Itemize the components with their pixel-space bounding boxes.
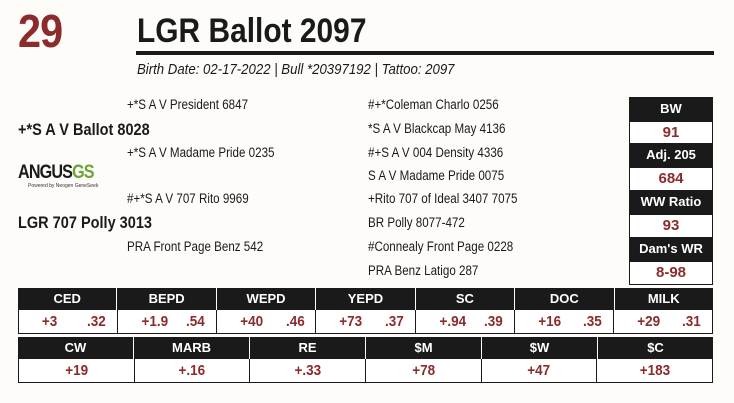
epd-cw-label: CW [18, 337, 134, 359]
epd-milk-cell: +29 .31 [614, 310, 712, 333]
epd-ced-cell: +3 .32 [19, 310, 119, 333]
epd-bepd-label: BEPD [117, 288, 217, 310]
animal-name-title: LGR Ballot 2097 [137, 12, 367, 50]
epd-wepd-value: +40 [240, 313, 264, 330]
logo-word: ANGUS [18, 162, 73, 183]
epd-header-row-2: CW MARB RE $M $W $C [18, 337, 713, 359]
epd-bepd-cell: +1.9 .54 [118, 310, 218, 333]
pedigree-sire-sire: +*S A V President 6847 [127, 97, 249, 112]
angus-gs-logo: ANGUSGS Powered by Neogen GeneSeek [18, 162, 98, 190]
epd-ced-accuracy: .32 [87, 313, 107, 330]
pedigree-sire-dam: +*S A V Madame Pride 0235 [127, 145, 275, 160]
stat-bw-value: 91 [629, 121, 713, 145]
stat-ww-ratio-value: 93 [629, 214, 713, 238]
epd-doc-accuracy: .35 [583, 313, 602, 330]
epd-re-label: RE [250, 337, 366, 359]
epd-doc-value: +16 [537, 313, 561, 330]
pedigree-dam: LGR 707 Polly 3013 [18, 214, 152, 232]
pedigree-sire: +*S A V Ballot 8028 [18, 121, 150, 139]
epd-re-value: +.33 [250, 359, 367, 382]
epd-marb-label: MARB [134, 337, 250, 359]
index-m-label: $M [366, 337, 482, 359]
stat-adj205-value: 684 [629, 167, 713, 191]
epd-wepd-accuracy: .46 [285, 313, 305, 330]
epd-milk-accuracy: .31 [682, 313, 701, 330]
index-w-label: $W [482, 337, 598, 359]
epd-header-row-1: CED BEPD WEPD YEPD SC DOC MILK [18, 288, 713, 310]
epd-value-row-2: +19 +.16 +.33 +78 +47 +183 [18, 359, 713, 383]
epd-milk-value: +29 [637, 313, 661, 330]
epd-cw-value: +19 [19, 359, 135, 382]
epd-sc-label: SC [416, 288, 516, 310]
epd-wepd-cell: +40 .46 [217, 310, 317, 333]
epd-sc-cell: +.94 .39 [416, 310, 515, 333]
epd-yepd-label: YEPD [316, 288, 416, 310]
epd-sc-accuracy: .39 [483, 313, 503, 330]
index-c-label: $C [647, 340, 664, 355]
stat-bw-label: BW [629, 97, 713, 121]
pedigree-dd-dam: PRA Benz Latigo 287 [368, 263, 479, 278]
index-w-value: +47 [482, 359, 598, 382]
epd-marb-value: +.16 [135, 359, 251, 382]
pedigree-dam-dam: PRA Front Page Benz 542 [127, 239, 264, 254]
pedigree-ss-dam: *S A V Blackcap May 4136 [368, 121, 506, 136]
stat-dams-wr-label: Dam's WR [629, 237, 713, 261]
lot-number: 29 [18, 5, 63, 57]
stat-adj205-label: Adj. 205 [629, 143, 713, 167]
pedigree-ds-dam: BR Polly 8077-472 [368, 215, 465, 230]
index-c-value: +183 [639, 362, 670, 379]
epd-doc-label: DOC [515, 288, 615, 310]
pedigree-sd-dam: S A V Madame Pride 0075 [368, 168, 505, 183]
birth-registration-line: Birth Date: 02-17-2022 | Bull *20397192 … [137, 61, 455, 78]
pedigree-dam-sire: #+*S A V 707 Rito 9969 [127, 191, 249, 206]
pedigree-ds-sire: +Rito 707 of Ideal 3407 7075 [368, 191, 518, 206]
epd-doc-cell: +16 .35 [515, 310, 614, 333]
epd-ced-label: CED [18, 288, 118, 310]
epd-wepd-label: WEPD [217, 288, 317, 310]
index-m-value: +78 [366, 359, 482, 382]
epd-sc-value: +.94 [439, 313, 466, 330]
stat-ww-ratio-label: WW Ratio [629, 190, 713, 214]
epd-bepd-value: +1.9 [141, 313, 169, 330]
logo-suffix: GS [72, 162, 95, 183]
epd-yepd-cell: +73 .37 [316, 310, 416, 333]
stat-dams-wr-value: 8-98 [629, 261, 713, 285]
pedigree-dd-sire: #Connealy Front Page 0228 [368, 239, 514, 254]
epd-bepd-accuracy: .54 [186, 313, 206, 330]
logo-tagline: Powered by Neogen GeneSeek [28, 183, 99, 189]
pedigree-sd-sire: #+S A V 004 Density 4336 [368, 145, 504, 160]
title-divider [136, 51, 714, 55]
epd-ced-value: +3 [41, 313, 58, 330]
epd-milk-label: MILK [647, 291, 680, 306]
pedigree-ss-sire: #+*Coleman Charlo 0256 [368, 97, 499, 112]
epd-value-row-1: +3 .32 +1.9 .54 +40 .46 +73 .37 +.94 .39 +16.… [18, 310, 713, 334]
epd-yepd-value: +73 [339, 313, 363, 330]
epd-yepd-accuracy: .37 [384, 313, 404, 330]
